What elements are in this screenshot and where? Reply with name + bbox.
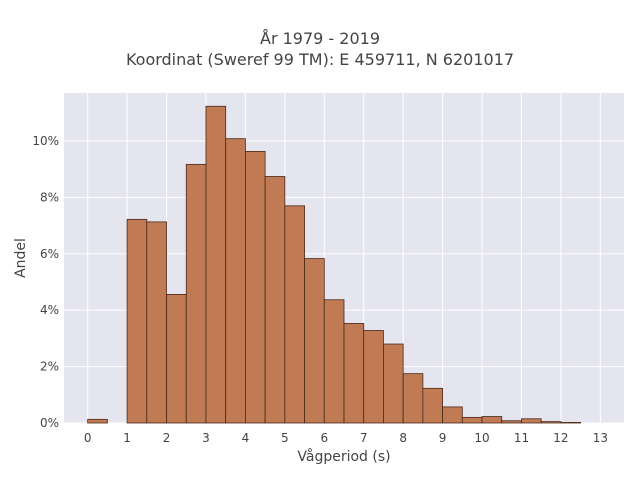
x-tick-label: 1 <box>123 431 131 445</box>
x-tick-label: 0 <box>84 431 92 445</box>
y-tick-label: 4% <box>40 303 59 317</box>
histogram-bar <box>284 205 305 424</box>
x-tick-label: 8 <box>399 431 407 445</box>
histogram-bar <box>461 416 483 424</box>
y-tick-label: 10% <box>32 134 59 148</box>
y-tick-label: 8% <box>40 190 59 204</box>
histogram-bar <box>264 176 286 424</box>
x-tick-label: 9 <box>439 431 447 445</box>
histogram-bar <box>363 330 384 424</box>
x-tick-label: 3 <box>202 431 210 445</box>
x-tick-label: 10 <box>474 431 489 445</box>
histogram-bar <box>126 218 148 424</box>
histogram-bar <box>245 150 266 424</box>
y-axis-ticks: 0% 2% 4% 6% 8% 10% <box>32 134 59 430</box>
histogram-bar <box>442 406 463 424</box>
histogram-bar <box>166 293 187 424</box>
x-tick-label: 4 <box>242 431 250 445</box>
chart-title: År 1979 - 2019 <box>260 29 380 48</box>
y-tick-label: 6% <box>40 247 59 261</box>
x-tick-label: 6 <box>320 431 328 445</box>
y-axis-label: Andel <box>13 238 29 278</box>
x-axis-ticks: 0 1 2 3 4 5 6 7 8 9 10 11 12 13 <box>84 431 608 445</box>
histogram-bar <box>521 418 542 424</box>
histogram-bar <box>146 221 167 424</box>
x-tick-label: 13 <box>593 431 608 445</box>
x-tick-label: 12 <box>553 431 568 445</box>
histogram-bar <box>540 421 562 424</box>
bars <box>87 105 582 424</box>
x-tick-label: 7 <box>360 431 368 445</box>
histogram-bar <box>422 387 443 424</box>
x-tick-label: 11 <box>514 431 529 445</box>
histogram-bar <box>87 418 108 424</box>
histogram-bar <box>501 420 522 424</box>
histogram-bar <box>185 163 207 424</box>
chart-subtitle: Koordinat (Sweref 99 TM): E 459711, N 62… <box>125 50 515 69</box>
y-tick-label: 0% <box>40 416 59 430</box>
histogram-bar <box>343 323 365 424</box>
histogram-bar <box>205 105 227 424</box>
histogram-bar <box>402 373 424 424</box>
histogram-bar <box>560 422 582 424</box>
x-tick-label: 2 <box>163 431 171 445</box>
histogram-bar <box>481 416 503 424</box>
x-axis-label: Vågperiod (s) <box>297 448 390 465</box>
y-tick-label: 2% <box>40 360 59 374</box>
histogram-bar <box>323 299 345 424</box>
histogram-bar <box>225 138 246 424</box>
x-tick-label: 5 <box>281 431 289 445</box>
histogram-bar <box>383 343 404 424</box>
histogram-bar <box>304 258 325 424</box>
